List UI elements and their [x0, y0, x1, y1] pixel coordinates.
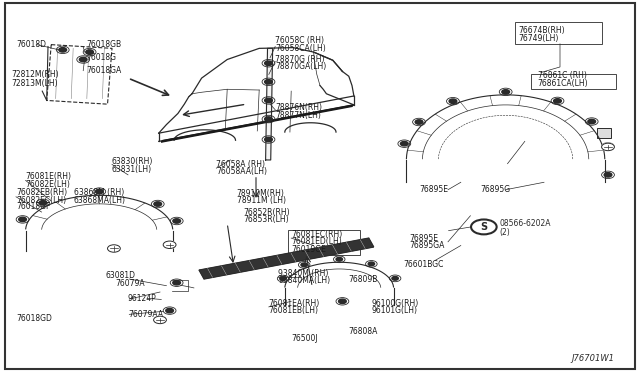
Polygon shape — [161, 105, 353, 142]
Circle shape — [368, 262, 374, 266]
Text: 78870GA(LH): 78870GA(LH) — [275, 62, 326, 71]
Circle shape — [79, 57, 87, 62]
Circle shape — [154, 202, 161, 206]
Circle shape — [265, 98, 273, 103]
Text: 76861C (RH): 76861C (RH) — [538, 71, 586, 80]
Text: 76852R(RH): 76852R(RH) — [243, 208, 290, 217]
Text: 63081D: 63081D — [106, 271, 136, 280]
Text: 76895G: 76895G — [480, 185, 510, 194]
Text: 76809B: 76809B — [349, 275, 378, 283]
Polygon shape — [199, 238, 374, 279]
Circle shape — [86, 50, 93, 54]
Text: (2): (2) — [500, 228, 511, 237]
Text: 76018GB: 76018GB — [86, 40, 122, 49]
Circle shape — [39, 201, 47, 205]
Text: 76895GA: 76895GA — [410, 241, 445, 250]
Circle shape — [95, 189, 103, 194]
Text: 76018GF: 76018GF — [16, 202, 51, 211]
Circle shape — [265, 61, 273, 65]
Circle shape — [604, 144, 612, 149]
Text: 76674B(RH): 76674B(RH) — [518, 26, 565, 35]
Text: 93840MA(LH): 93840MA(LH) — [278, 276, 330, 285]
Text: 63831(LH): 63831(LH) — [112, 165, 152, 174]
Circle shape — [339, 299, 346, 304]
Text: 96100G(RH): 96100G(RH) — [371, 299, 419, 308]
Bar — [597, 128, 611, 138]
Bar — [515, 22, 602, 44]
Text: 76808A: 76808A — [349, 327, 378, 336]
Text: 93840M (RH): 93840M (RH) — [278, 269, 329, 278]
Circle shape — [392, 276, 398, 280]
Circle shape — [154, 316, 166, 324]
Circle shape — [415, 120, 423, 124]
Text: 78910M(RH): 78910M(RH) — [237, 189, 285, 198]
Text: S: S — [480, 222, 488, 232]
Text: 63830(RH): 63830(RH) — [112, 157, 154, 166]
Text: 76058A (RH): 76058A (RH) — [216, 160, 266, 169]
Text: 72813M(LH): 72813M(LH) — [12, 79, 58, 88]
Circle shape — [166, 308, 173, 313]
Circle shape — [588, 119, 596, 124]
Text: 96124P: 96124P — [128, 294, 157, 303]
Text: 76058C (RH): 76058C (RH) — [275, 36, 324, 45]
Text: 78876N(RH): 78876N(RH) — [275, 103, 322, 112]
Text: 76749(LH): 76749(LH) — [518, 34, 559, 43]
Circle shape — [280, 277, 286, 280]
Text: 78877N(LH): 78877N(LH) — [275, 111, 321, 120]
Text: 76081EA(RH): 76081EA(RH) — [269, 299, 320, 308]
Circle shape — [301, 263, 307, 267]
Text: 76081EB(LH): 76081EB(LH) — [269, 306, 319, 315]
Polygon shape — [266, 48, 273, 160]
Text: 76853R(LH): 76853R(LH) — [243, 215, 289, 224]
Text: 76019GE: 76019GE — [291, 246, 326, 254]
Circle shape — [265, 117, 273, 121]
Circle shape — [602, 143, 614, 151]
Circle shape — [265, 80, 273, 84]
Bar — [531, 74, 616, 89]
Text: 63868M (RH): 63868M (RH) — [74, 188, 124, 197]
Text: 76081ED(LH): 76081ED(LH) — [291, 237, 342, 246]
Text: 76082E(LH): 76082E(LH) — [26, 180, 70, 189]
Text: 76058CA(LH): 76058CA(LH) — [275, 44, 326, 53]
Circle shape — [173, 280, 180, 285]
Text: 76018D: 76018D — [16, 40, 46, 49]
Text: 76500J: 76500J — [291, 334, 318, 343]
Bar — [288, 230, 360, 255]
Circle shape — [449, 99, 457, 103]
Circle shape — [265, 137, 273, 142]
Text: J76701W1: J76701W1 — [572, 354, 614, 363]
Circle shape — [108, 245, 120, 252]
Circle shape — [163, 241, 176, 248]
Text: 72812M(RH): 72812M(RH) — [12, 70, 59, 79]
Circle shape — [336, 257, 342, 261]
Text: 78870G (RH): 78870G (RH) — [275, 55, 324, 64]
Text: 76861CA(LH): 76861CA(LH) — [538, 79, 588, 88]
Text: 76895E: 76895E — [419, 185, 448, 194]
Circle shape — [401, 141, 408, 146]
Text: 78911M (LH): 78911M (LH) — [237, 196, 286, 205]
Text: 76018GA: 76018GA — [86, 66, 122, 75]
Circle shape — [554, 99, 561, 103]
Circle shape — [59, 48, 67, 52]
Text: 96101G(LH): 96101G(LH) — [371, 306, 417, 315]
Text: 76079AA: 76079AA — [128, 310, 163, 319]
Text: 76079A: 76079A — [115, 279, 145, 288]
Circle shape — [471, 219, 497, 234]
Text: 76081E(RH): 76081E(RH) — [26, 172, 72, 181]
Circle shape — [502, 90, 509, 94]
Text: 08566-6202A: 08566-6202A — [500, 219, 551, 228]
Circle shape — [173, 219, 180, 223]
Circle shape — [19, 217, 26, 222]
Text: 63868MA(LH): 63868MA(LH) — [74, 196, 125, 205]
Text: 76018G: 76018G — [86, 53, 116, 62]
Text: 76082EB(RH): 76082EB(RH) — [16, 188, 67, 197]
Text: 76058AA(LH): 76058AA(LH) — [216, 167, 268, 176]
Circle shape — [604, 173, 612, 177]
Text: 76082EC(LH): 76082EC(LH) — [16, 196, 66, 205]
Text: 76601BGC: 76601BGC — [403, 260, 444, 269]
Text: 76018GD: 76018GD — [16, 314, 52, 323]
Text: 76895E: 76895E — [410, 234, 438, 243]
Text: 76081EC(RH): 76081EC(RH) — [291, 230, 342, 239]
